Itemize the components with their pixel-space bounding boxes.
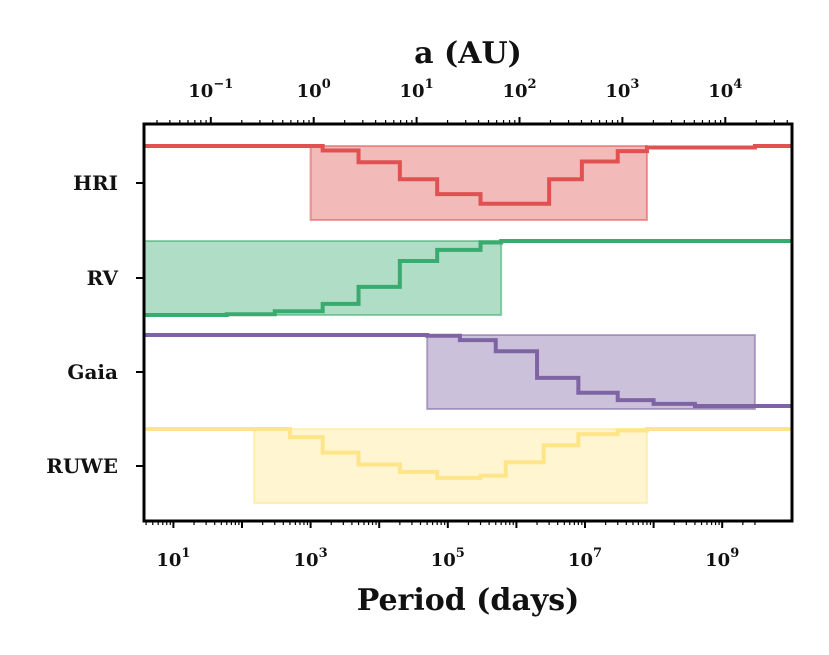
tick-base: 10 xyxy=(400,81,425,102)
bottom-tick-label: 109 xyxy=(705,546,739,571)
y-tick-label-gaia: Gaia xyxy=(67,360,118,384)
band-hri xyxy=(309,145,648,221)
tick-base: 10 xyxy=(705,550,730,571)
step-line-hri xyxy=(144,144,792,206)
step-line-rv xyxy=(144,239,792,317)
tick-base: 10 xyxy=(188,81,213,102)
top-axis-label: a (AU) xyxy=(414,36,522,71)
tick-exponent: −1 xyxy=(213,77,233,92)
band-ruwe xyxy=(253,428,648,504)
tick-base: 10 xyxy=(294,550,319,571)
y-tick-label-rv: RV xyxy=(87,266,119,290)
y-axis-ticks: HRI RV Gaia RUWE xyxy=(46,171,144,478)
bottom-tick-label: 103 xyxy=(294,546,328,571)
tick-base: 10 xyxy=(708,81,733,102)
tick-base: 10 xyxy=(297,81,322,102)
top-axis-ticks: 10−1 100 101 102 103 104 xyxy=(156,77,788,124)
sensitivity-step-lines xyxy=(144,144,792,480)
tick-exponent: 4 xyxy=(733,77,742,92)
top-tick-label: 10−1 xyxy=(188,77,233,102)
band-gaia xyxy=(426,334,756,410)
step-line-ruwe xyxy=(144,427,792,480)
top-tick-label: 103 xyxy=(605,77,639,102)
bottom-axis-label: Period (days) xyxy=(357,583,580,618)
top-tick-label: 102 xyxy=(502,77,536,102)
y-tick-label-ruwe: RUWE xyxy=(46,454,118,478)
tick-base: 10 xyxy=(605,81,630,102)
tick-exponent: 1 xyxy=(425,77,434,92)
step-line-gaia xyxy=(144,333,792,409)
tick-base: 10 xyxy=(502,81,527,102)
tick-base: 10 xyxy=(568,550,593,571)
tick-exponent: 7 xyxy=(593,546,602,561)
bottom-tick-label: 107 xyxy=(568,546,602,571)
tick-base: 10 xyxy=(156,550,181,571)
tick-exponent: 1 xyxy=(181,546,190,561)
top-tick-label: 101 xyxy=(400,77,434,102)
tick-exponent: 9 xyxy=(730,546,739,561)
top-tick-label: 100 xyxy=(297,77,331,102)
tick-base: 10 xyxy=(431,550,456,571)
tick-exponent: 3 xyxy=(630,77,639,92)
sensitivity-bands xyxy=(143,145,756,504)
y-tick-label-hri: HRI xyxy=(73,171,118,195)
tick-exponent: 3 xyxy=(319,546,328,561)
bottom-axis-ticks: 101 103 105 107 109 xyxy=(145,521,756,571)
bottom-tick-label: 105 xyxy=(431,546,465,571)
tick-exponent: 0 xyxy=(322,77,331,92)
tick-exponent: 5 xyxy=(456,546,465,561)
top-tick-label: 104 xyxy=(708,77,742,102)
tick-exponent: 2 xyxy=(528,77,537,92)
bottom-tick-label: 101 xyxy=(156,546,190,571)
